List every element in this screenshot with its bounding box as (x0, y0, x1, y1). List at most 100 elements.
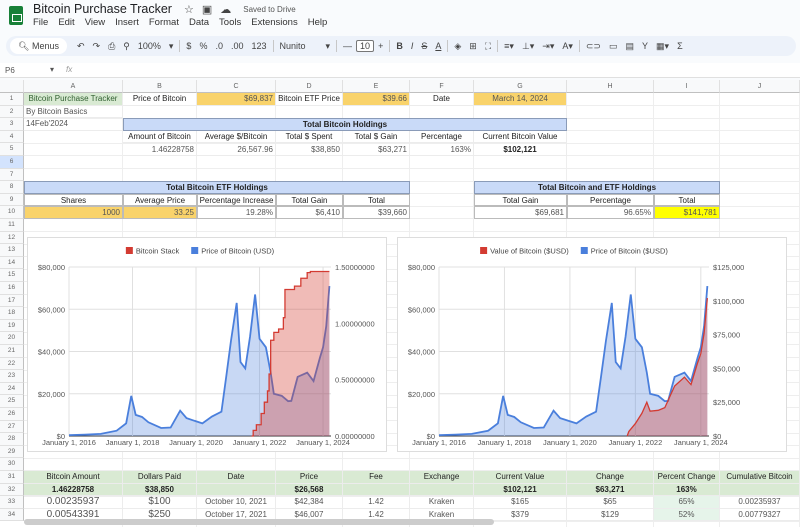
row-header-13[interactable]: 13 (0, 244, 24, 257)
link-icon[interactable]: ⊂⊃ (585, 40, 601, 51)
cell-c1[interactable]: $69,837 (197, 93, 276, 106)
cell-c32[interactable] (197, 483, 276, 497)
column-header-h[interactable]: H (567, 80, 654, 93)
decrease-font-size-icon[interactable]: — (343, 41, 353, 51)
menus-search[interactable]: 🔍︎ Menus (10, 38, 67, 54)
cell-i9[interactable]: Total (654, 193, 720, 207)
font-size-input[interactable]: 10 (356, 40, 375, 52)
filter-icon[interactable]: Y (642, 41, 649, 51)
menu-file[interactable]: File (33, 17, 49, 28)
italic-icon[interactable]: I (410, 41, 414, 51)
cell-j32[interactable] (720, 483, 800, 497)
text-rotation-icon[interactable]: A▾ (562, 40, 573, 51)
cell-g8[interactable]: Total Bitcoin and ETF Holdings (474, 181, 720, 194)
cell-g33[interactable]: $165 (474, 496, 567, 509)
cell-c4[interactable]: Average $/Bitcoin (197, 130, 276, 144)
cell-a10[interactable]: 1000 (24, 206, 123, 219)
cell-d10[interactable]: $6,410 (276, 206, 343, 219)
row-header-2[interactable]: 2 (0, 105, 24, 119)
cell-g1[interactable]: March 14, 2024 (474, 93, 567, 106)
menu-help[interactable]: Help (307, 17, 328, 28)
cell-e33[interactable]: 1.42 (343, 496, 410, 509)
cell-a2[interactable]: By Bitcoin Basics (24, 105, 123, 119)
cell-i34[interactable]: 52% (654, 508, 720, 522)
filter-views-icon[interactable]: ▦▾ (656, 40, 670, 51)
row-header-24[interactable]: 24 (0, 382, 24, 396)
bold-icon[interactable]: B (396, 41, 403, 51)
fill-color-icon[interactable]: ◈ (454, 40, 462, 51)
row-header-29[interactable]: 29 (0, 445, 24, 459)
zoom-select[interactable]: 100% (137, 41, 161, 51)
cell-c10[interactable]: 19.28% (197, 206, 276, 219)
cell-h9[interactable]: Percentage (567, 193, 654, 207)
cell-g32[interactable]: $102,121 (474, 483, 567, 497)
menu-view[interactable]: View (84, 17, 106, 28)
decrease-decimal-button[interactable]: .0 (215, 41, 223, 51)
row-header-8[interactable]: 8 (0, 181, 24, 194)
cell-g4[interactable]: Current Bitcoin Value (474, 130, 567, 144)
increase-decimal-button[interactable]: .00 (230, 41, 244, 51)
column-header-b[interactable]: B (123, 80, 197, 93)
menu-tools[interactable]: Tools (219, 17, 242, 28)
bitcoin-value-chart[interactable]: $0 $20,000 $40,000 $60,000 $80,000 $0 $25,000 $… (397, 237, 787, 452)
column-header-g[interactable]: G (474, 80, 567, 93)
increase-font-size-icon[interactable]: + (378, 41, 384, 51)
cell-d5[interactable]: $38,850 (276, 143, 343, 156)
cell-g34[interactable]: $379 (474, 508, 567, 522)
text-wrap-icon[interactable]: ⇥▾ (542, 40, 555, 51)
redo-icon[interactable]: ↷ (92, 40, 101, 51)
cell-f31[interactable]: Exchange (410, 471, 474, 484)
more-formats-button[interactable]: 123 (251, 41, 267, 51)
paint-format-icon[interactable]: ⚲ (123, 40, 130, 51)
cell-c5[interactable]: 26,567.96 (197, 143, 276, 156)
row-header-22[interactable]: 22 (0, 357, 24, 371)
cell-c33[interactable]: October 10, 2021 (197, 496, 276, 509)
cell-b33[interactable]: $100 (123, 496, 197, 509)
column-header-d[interactable]: D (276, 80, 343, 93)
menu-format[interactable]: Format (148, 17, 179, 28)
cell-d31[interactable]: Price (276, 471, 343, 484)
column-header-c[interactable]: C (197, 80, 276, 93)
cell-h31[interactable]: Change (567, 471, 654, 484)
merge-cells-icon[interactable]: ⛶ (484, 40, 492, 51)
cell-h32[interactable]: $63,271 (567, 483, 654, 497)
cell-i33[interactable]: 65% (654, 496, 720, 509)
row-header-20[interactable]: 20 (0, 332, 24, 345)
column-header-j[interactable]: J (720, 80, 800, 93)
cell-j31[interactable]: Cumulative Bitcoin (720, 471, 800, 484)
row-header-23[interactable]: 23 (0, 370, 24, 383)
row-header-7[interactable]: 7 (0, 168, 24, 182)
column-header-e[interactable]: E (343, 80, 410, 93)
cell-a9[interactable]: Shares (24, 193, 123, 207)
cell-a1[interactable]: Bitcoin Purchase Tracker (24, 93, 123, 106)
cell-e10[interactable]: $39,660 (343, 206, 410, 219)
row-header-21[interactable]: 21 (0, 345, 24, 358)
row-header-34[interactable]: 34 (0, 508, 24, 522)
row-header-1[interactable]: 1 (0, 93, 24, 106)
row-header-32[interactable]: 32 (0, 483, 24, 497)
cell-d33[interactable]: $42,384 (276, 496, 343, 509)
row-header-15[interactable]: 15 (0, 269, 24, 282)
cell-f32[interactable] (410, 483, 474, 497)
row-header-14[interactable]: 14 (0, 256, 24, 270)
strikethrough-icon[interactable]: S (421, 41, 428, 51)
move-folder-icon[interactable]: ▣ (201, 3, 213, 16)
cell-b10[interactable]: 33.25 (123, 206, 197, 219)
row-header-30[interactable]: 30 (0, 458, 24, 471)
cell-d4[interactable]: Total $ Spent (276, 130, 343, 144)
comment-icon[interactable]: ▭ (608, 40, 618, 51)
row-header-33[interactable]: 33 (0, 496, 24, 509)
cell-a33[interactable]: 0.00235937 (24, 496, 123, 509)
cell-i10[interactable]: $141,781 (654, 206, 720, 219)
cell-a8[interactable]: Total Bitcoin ETF Holdings (24, 181, 410, 194)
cell-e4[interactable]: Total $ Gain (343, 130, 410, 144)
row-header-26[interactable]: 26 (0, 408, 24, 421)
chevron-down-icon[interactable]: ▾ (168, 40, 174, 51)
cell-i32[interactable]: 163% (654, 483, 720, 497)
cell-c31[interactable]: Date (197, 471, 276, 484)
row-header-10[interactable]: 10 (0, 206, 24, 219)
column-header-a[interactable]: A (24, 80, 123, 93)
row-header-12[interactable]: 12 (0, 231, 24, 245)
cell-j33[interactable]: 0.00235937 (720, 496, 800, 509)
vertical-align-icon[interactable]: ⊥▾ (521, 40, 535, 51)
